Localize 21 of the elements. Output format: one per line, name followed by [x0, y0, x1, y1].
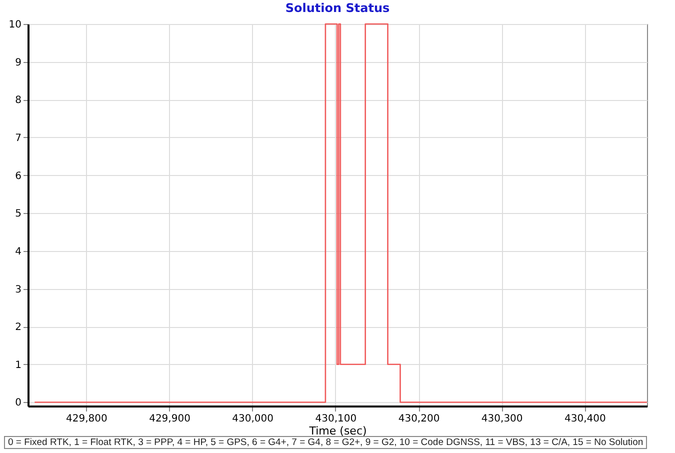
- y-tick-label: 8: [15, 95, 22, 106]
- y-tick-label: 0: [15, 398, 22, 409]
- x-axis-title: Time (sec): [308, 424, 367, 438]
- x-tick-label: 430,000: [232, 414, 274, 424]
- y-tick-label: 1: [15, 360, 22, 371]
- y-tick-label: 7: [15, 132, 22, 144]
- x-tick-label: 430,100: [315, 414, 357, 424]
- x-tick-label: 430,200: [398, 414, 440, 424]
- x-tick-label: 430,400: [564, 414, 606, 424]
- y-tick-label: 10: [8, 20, 22, 30]
- x-tick-label: 429,900: [149, 414, 190, 424]
- y-tick-label: 9: [15, 57, 22, 68]
- chart-title: Solution Status: [285, 1, 390, 15]
- x-tick-label: 430,300: [481, 414, 523, 424]
- y-tick-label: 5: [15, 208, 22, 220]
- y-tick-label: 2: [15, 322, 22, 334]
- y-tick-label: 3: [15, 284, 22, 296]
- y-tick-label: 4: [15, 246, 22, 258]
- x-tick-label: 429,800: [66, 414, 108, 424]
- text: 0 = Fixed RTK, 1 = Float RTK, 3 = PPP, 4 = HP, 5 = GPS, 6 = G4+, 7 = G4, 8 = G2+, 9 = G2, 10 = Code DGNSS, 11 = VBS, 13 = C/A, 15 = No Solution: [4, 436, 648, 449]
- y-tick-label: 6: [15, 170, 22, 182]
